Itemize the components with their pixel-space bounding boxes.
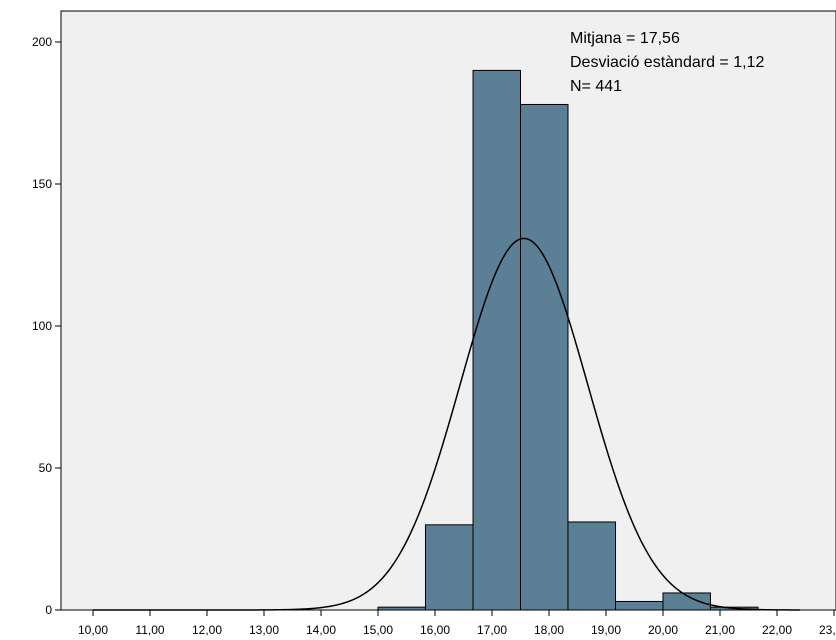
histogram-bar-1 xyxy=(424,524,474,611)
y-tick-label: 50 xyxy=(39,461,53,475)
x-tick-label: 11,00 xyxy=(135,623,164,637)
x-tick-label: 17,00 xyxy=(477,623,507,637)
histogram-bar-5 xyxy=(615,600,664,611)
x-tick-label: 18,00 xyxy=(534,623,564,637)
normal-curve xyxy=(93,237,800,611)
x-tick-label: 15,00 xyxy=(363,623,393,637)
x-tick-label: 23,00 xyxy=(819,623,836,637)
y-tick-label: 150 xyxy=(32,177,52,191)
histogram-bar-2 xyxy=(472,69,522,611)
histogram-bar-4 xyxy=(567,521,617,611)
x-tick-label: 22,00 xyxy=(762,623,792,637)
x-tick-label: 12,00 xyxy=(192,623,222,637)
stat-n: N= 441 xyxy=(570,78,622,95)
x-tick-label: 10,00 xyxy=(78,623,108,637)
x-tick-label: 14,00 xyxy=(306,623,336,637)
x-tick-label: 13,00 xyxy=(249,623,279,637)
stat-mean: Mitjana = 17,56 xyxy=(570,30,680,47)
stats-box: Mitjana = 17,56 Desviació estàndard = 1,… xyxy=(570,30,764,95)
histogram-bar-6 xyxy=(662,592,711,611)
y-tick-label: 200 xyxy=(32,35,52,49)
histogram-bars xyxy=(377,69,759,611)
axes: 0 50 100 150 200 10,00 11,00 12,00 13,00 14,00 15,… xyxy=(32,35,836,637)
x-tick-label: 16,00 xyxy=(420,623,450,637)
y-tick-label: 0 xyxy=(45,603,52,617)
plot-background xyxy=(60,10,836,611)
x-tick-label: 20,00 xyxy=(648,623,678,637)
y-tick-label: 100 xyxy=(32,319,52,333)
x-tick-label: 19,00 xyxy=(591,623,621,637)
histogram-bar-3 xyxy=(520,103,569,611)
x-tick-label: 21,00 xyxy=(705,623,735,637)
histogram-bar-0 xyxy=(377,606,426,611)
stat-std-dev: Desviació estàndard = 1,12 xyxy=(570,54,764,71)
